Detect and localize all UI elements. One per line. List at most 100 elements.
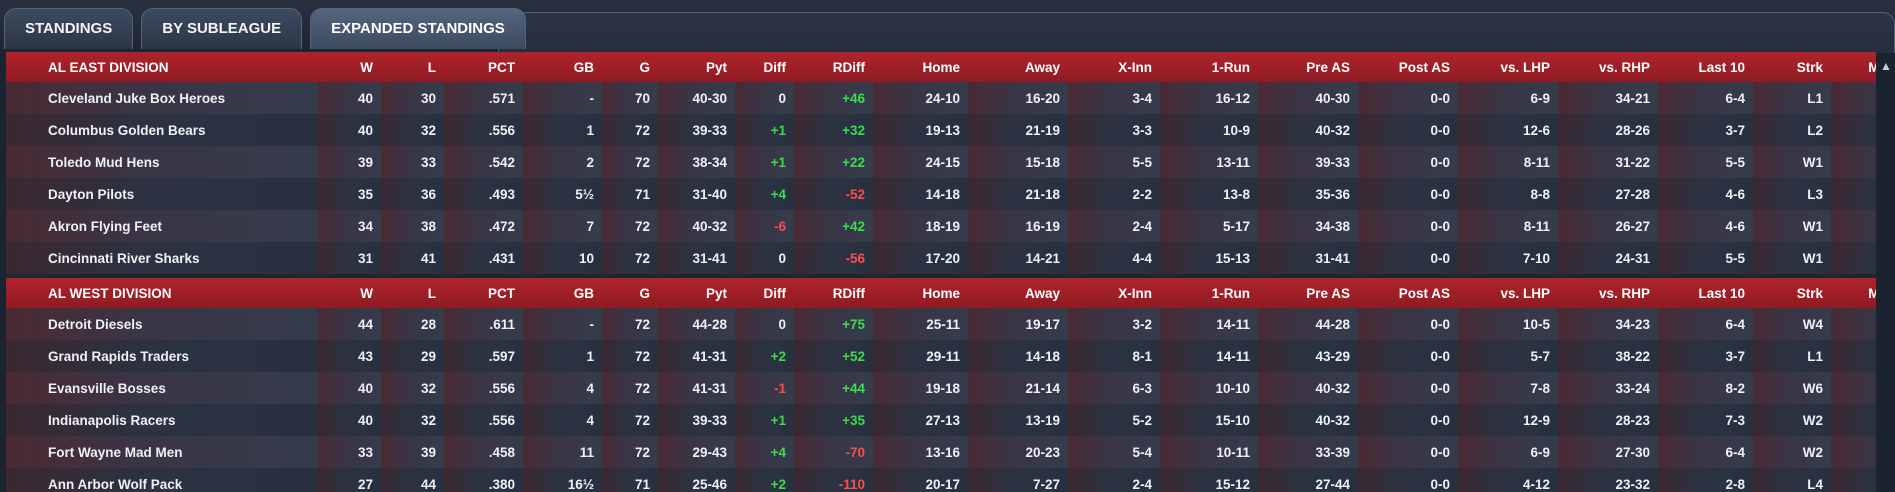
column-header[interactable]: vs. RHP xyxy=(1558,278,1658,308)
cell-preas: 39-33 xyxy=(1258,146,1358,178)
cell-magic xyxy=(1831,436,1876,468)
column-header[interactable]: GB xyxy=(523,278,602,308)
tab-bar-background xyxy=(498,12,1895,53)
column-header[interactable]: Diff xyxy=(735,278,794,308)
column-header[interactable]: Pre AS xyxy=(1258,278,1358,308)
cell-home: 14-18 xyxy=(873,178,968,210)
cell-onerun: 10-11 xyxy=(1160,436,1258,468)
table-row[interactable]: Fort Wayne Mad Men 33 39.458 11 72 29-43 +4 -70… xyxy=(6,436,1876,468)
team-name[interactable]: Columbus Golden Bears xyxy=(6,114,318,146)
team-name[interactable]: Akron Flying Feet xyxy=(6,210,318,242)
table-row[interactable]: Grand Rapids Traders 43 29.597 1 72 41-31 +2 +5… xyxy=(6,340,1876,372)
column-header[interactable]: Pre AS xyxy=(1258,52,1358,82)
column-header[interactable]: Pyt xyxy=(658,278,735,308)
division-header-row: AL EAST DIVISION W L PCT GB G Pyt Diff RDiff Home… xyxy=(6,52,1876,82)
cell-strk: W1 xyxy=(1753,210,1831,242)
column-header[interactable]: GB xyxy=(523,52,602,82)
cell-last10: 6-4 xyxy=(1658,308,1753,340)
column-header[interactable]: W xyxy=(318,52,381,82)
column-header[interactable]: vs. RHP xyxy=(1558,52,1658,82)
table-row[interactable]: Ann Arbor Wolf Pack 27 44.380 16½ 71 25-46 +2-… xyxy=(6,468,1876,492)
column-header[interactable]: Magic# xyxy=(1831,278,1876,308)
table-row[interactable]: Detroit Diesels 44 28.611-72 44-28 0 +75 25-11… xyxy=(6,308,1876,340)
team-name[interactable]: Cleveland Juke Box Heroes xyxy=(6,82,318,114)
cell-postas: 0-0 xyxy=(1358,436,1458,468)
table-row[interactable]: Dayton Pilots 35 36.493 5½ 71 31-40 +4 -52 14-18… xyxy=(6,178,1876,210)
tab-expanded-standings[interactable]: EXPANDED STANDINGS xyxy=(310,8,526,49)
cell-gb: 4 xyxy=(523,404,602,436)
cell-gb: - xyxy=(523,82,602,114)
cell-last10: 6-4 xyxy=(1658,82,1753,114)
cell-rdiff: +35 xyxy=(794,404,873,436)
cell-vsrhp: 34-21 xyxy=(1558,82,1658,114)
column-header[interactable]: W xyxy=(318,278,381,308)
tab-standings[interactable]: STANDINGS xyxy=(4,8,134,49)
column-header[interactable]: Home xyxy=(873,52,968,82)
cell-pct: .556 xyxy=(444,372,523,404)
column-header[interactable]: G xyxy=(602,52,658,82)
column-header[interactable]: vs. LHP xyxy=(1458,278,1558,308)
team-name[interactable]: Dayton Pilots xyxy=(6,178,318,210)
column-header[interactable]: RDiff xyxy=(794,52,873,82)
table-row[interactable]: Cincinnati River Sharks 31 41.431 10 72 31-41… xyxy=(6,242,1876,274)
column-header[interactable]: 1-Run xyxy=(1160,278,1258,308)
cell-rdiff: +32 xyxy=(794,114,873,146)
column-header[interactable]: Post AS xyxy=(1358,278,1458,308)
column-header[interactable]: X-Inn xyxy=(1068,52,1160,82)
cell-last10: 4-6 xyxy=(1658,210,1753,242)
team-name[interactable]: Indianapolis Racers xyxy=(6,404,318,436)
cell-vsrhp: 34-23 xyxy=(1558,308,1658,340)
team-name[interactable]: Fort Wayne Mad Men xyxy=(6,436,318,468)
column-header[interactable]: Magic# xyxy=(1831,52,1876,82)
table-row[interactable]: Evansville Bosses 40 32.556 4 72 41-31 -1 +44 19… xyxy=(6,372,1876,404)
table-row[interactable]: Akron Flying Feet 34 38.472 7 72 40-32 -6 +42 18… xyxy=(6,210,1876,242)
column-header[interactable]: Away xyxy=(968,278,1068,308)
column-header[interactable]: G xyxy=(602,278,658,308)
column-header[interactable]: Away xyxy=(968,52,1068,82)
cell-preas: 31-41 xyxy=(1258,242,1358,274)
team-name[interactable]: Evansville Bosses xyxy=(6,372,318,404)
column-header[interactable]: PCT xyxy=(444,52,523,82)
column-header[interactable]: Strk xyxy=(1753,52,1831,82)
cell-diff: +2 xyxy=(735,468,794,492)
column-header[interactable]: Home xyxy=(873,278,968,308)
column-header[interactable]: PCT xyxy=(444,278,523,308)
team-name[interactable]: Ann Arbor Wolf Pack xyxy=(6,468,318,492)
column-header[interactable]: L xyxy=(381,52,444,82)
team-name[interactable]: Cincinnati River Sharks xyxy=(6,242,318,274)
table-row[interactable]: Columbus Golden Bears 40 32.556 1 72 39-33 +1 +… xyxy=(6,114,1876,146)
cell-w: 39 xyxy=(318,146,381,178)
table-row[interactable]: Toledo Mud Hens 39 33.542 2 72 38-34 +1 +22 24-1… xyxy=(6,146,1876,178)
triangle-up-icon[interactable]: ▲ xyxy=(1880,59,1892,73)
column-header[interactable]: RDiff xyxy=(794,278,873,308)
column-header[interactable]: Last 10 xyxy=(1658,52,1753,82)
column-header[interactable]: Last 10 xyxy=(1658,278,1753,308)
cell-preas: 43-29 xyxy=(1258,340,1358,372)
cell-home: 25-11 xyxy=(873,308,968,340)
cell-home: 19-18 xyxy=(873,372,968,404)
team-name[interactable]: Toledo Mud Hens xyxy=(6,146,318,178)
table-row[interactable]: Indianapolis Racers 40 32.556 4 72 39-33 +1 +35… xyxy=(6,404,1876,436)
column-header[interactable]: 1-Run xyxy=(1160,52,1258,82)
column-header[interactable]: vs. LHP xyxy=(1458,52,1558,82)
column-header[interactable]: X-Inn xyxy=(1068,278,1160,308)
tab-by-subleague[interactable]: BY SUBLEAGUE xyxy=(141,8,303,49)
cell-home: 13-16 xyxy=(873,436,968,468)
cell-vslhp: 8-11 xyxy=(1458,146,1558,178)
cell-diff: +2 xyxy=(735,340,794,372)
cell-postas: 0-0 xyxy=(1358,242,1458,274)
cell-magic xyxy=(1831,146,1876,178)
team-name[interactable]: Detroit Diesels xyxy=(6,308,318,340)
column-header[interactable]: Strk xyxy=(1753,278,1831,308)
column-header[interactable]: L xyxy=(381,278,444,308)
column-header[interactable]: Post AS xyxy=(1358,52,1458,82)
column-header[interactable]: Pyt xyxy=(658,52,735,82)
cell-gb: 16½ xyxy=(523,468,602,492)
cell-strk: W1 xyxy=(1753,146,1831,178)
table-row[interactable]: Cleveland Juke Box Heroes 40 30.571-70 40-3… xyxy=(6,82,1876,114)
column-header[interactable]: Diff xyxy=(735,52,794,82)
team-name[interactable]: Grand Rapids Traders xyxy=(6,340,318,372)
division-gap xyxy=(6,274,1876,278)
cell-onerun: 5-17 xyxy=(1160,210,1258,242)
cell-preas: 40-32 xyxy=(1258,114,1358,146)
